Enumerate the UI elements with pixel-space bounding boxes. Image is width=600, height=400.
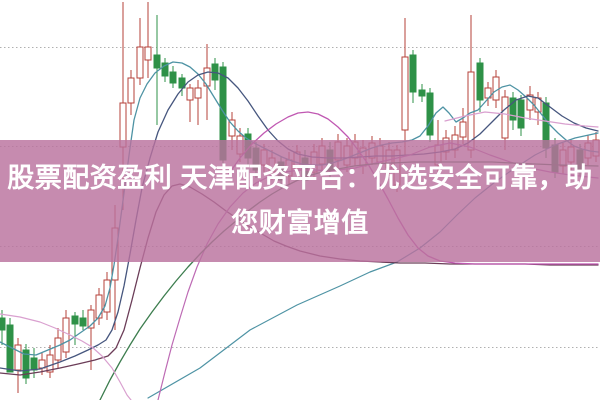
candle-body bbox=[46, 354, 54, 373]
candle-body bbox=[153, 54, 161, 69]
band-pink-lower bbox=[0, 313, 132, 400]
candle-body bbox=[103, 279, 111, 313]
ma-navy bbox=[0, 71, 599, 372]
candle-body bbox=[0, 317, 6, 331]
promo-banner: 股票配资盈利 天津配资平台：优选安全可靠，助 您财富增值 bbox=[0, 140, 600, 262]
promo-banner-title-line1: 股票配资盈利 天津配资平台：优选安全可靠，助 bbox=[7, 163, 593, 193]
candle-body bbox=[38, 359, 46, 369]
candle-body bbox=[161, 62, 169, 77]
promo-banner-title-line2: 您财富增值 bbox=[231, 208, 369, 238]
candle-body bbox=[186, 87, 194, 101]
candle-body bbox=[194, 87, 202, 99]
candle-body bbox=[467, 71, 475, 151]
band-pink-right bbox=[444, 111, 599, 128]
candle-body bbox=[144, 46, 152, 61]
candle-body bbox=[169, 71, 177, 84]
candle-body bbox=[509, 97, 517, 121]
candle-body bbox=[401, 56, 409, 131]
candle-body bbox=[54, 337, 62, 361]
candle-body bbox=[71, 315, 79, 325]
candle-body bbox=[95, 294, 103, 319]
candle-body bbox=[459, 121, 467, 138]
candle-body bbox=[476, 62, 484, 101]
candle-body bbox=[178, 77, 186, 89]
candle-body bbox=[22, 349, 30, 379]
candle-body bbox=[79, 317, 87, 327]
candle-body bbox=[136, 46, 144, 79]
candle-body bbox=[517, 99, 525, 129]
candle-body bbox=[492, 76, 500, 101]
candle-body bbox=[418, 89, 426, 97]
candle-body bbox=[409, 54, 417, 93]
candle-body bbox=[87, 309, 95, 329]
candle-body bbox=[526, 94, 534, 111]
candle-body bbox=[30, 357, 38, 371]
candle-body bbox=[62, 317, 70, 353]
candle-body bbox=[14, 344, 22, 371]
candle-body bbox=[127, 77, 135, 104]
candle-body bbox=[501, 96, 509, 139]
candle-body bbox=[426, 92, 434, 136]
